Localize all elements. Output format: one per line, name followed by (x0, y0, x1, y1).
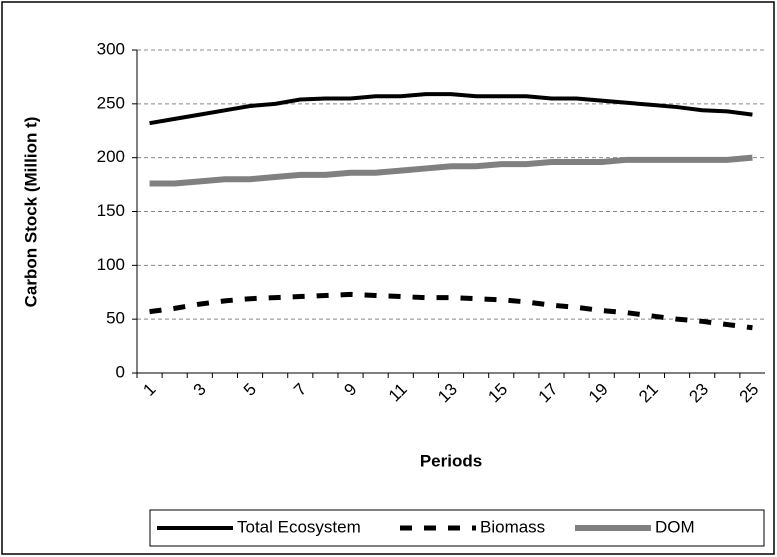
y-tick-label: 200 (97, 147, 125, 166)
legend-label: Total Ecosystem (237, 517, 361, 536)
y-axis-title: Carbon Stock (Million t) (21, 117, 40, 308)
y-tick-label: 250 (97, 93, 125, 112)
x-axis-title: Periods (420, 451, 482, 470)
y-tick-label: 150 (97, 201, 125, 220)
legend-label: Biomass (480, 517, 545, 536)
legend-box (149, 509, 765, 547)
legend-label: DOM (655, 517, 695, 536)
y-tick-label: 300 (97, 39, 125, 58)
y-tick-label: 0 (116, 362, 125, 381)
series-line (149, 291, 753, 331)
y-tick-label: 100 (97, 255, 125, 274)
y-tick-label: 50 (106, 309, 125, 328)
series-line (149, 154, 753, 187)
series-line (149, 92, 753, 126)
